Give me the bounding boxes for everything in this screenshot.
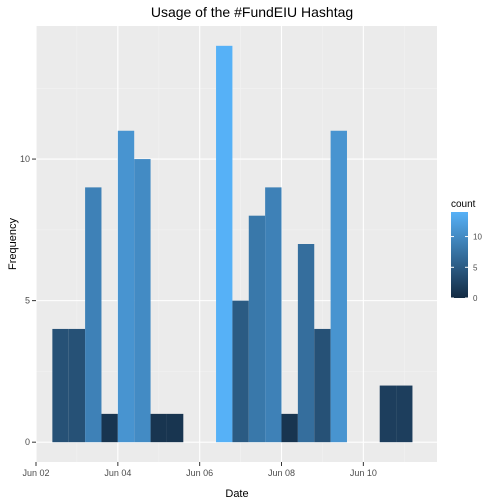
legend-color-bar bbox=[451, 212, 468, 298]
legend: count 0 5 10 bbox=[451, 199, 482, 303]
histogram-bar bbox=[52, 328, 69, 443]
legend-tick-label: 10 bbox=[473, 233, 482, 242]
chart-title: Usage of the #FundEIU Hashtag bbox=[151, 4, 353, 20]
x-tick-label: Jun 10 bbox=[350, 468, 377, 478]
y-tick-label: 10 bbox=[20, 154, 30, 164]
histogram-bar bbox=[85, 187, 102, 443]
histogram-bar bbox=[150, 413, 167, 443]
histogram-bar bbox=[166, 413, 184, 443]
histogram-bar bbox=[134, 159, 151, 443]
y-axis-ticks: 0 5 10 bbox=[20, 154, 36, 447]
y-axis-title: Frequency bbox=[7, 218, 19, 270]
histogram-bar bbox=[117, 130, 135, 443]
histogram-bar bbox=[330, 130, 347, 443]
x-axis-ticks: Jun 02 Jun 04 Jun 06 Jun 08 Jun 10 bbox=[22, 462, 377, 478]
histogram-bar bbox=[248, 215, 266, 443]
legend-tick-label: 0 bbox=[473, 294, 478, 303]
y-tick-label: 5 bbox=[25, 296, 30, 306]
bars-group bbox=[52, 45, 413, 443]
histogram-bar bbox=[396, 385, 413, 443]
legend-ticks: 0 5 10 bbox=[451, 233, 482, 303]
x-tick-label: Jun 08 bbox=[268, 468, 295, 478]
histogram-bar bbox=[297, 244, 315, 443]
legend-tick-label: 5 bbox=[473, 263, 478, 272]
histogram-bar bbox=[265, 187, 282, 443]
histogram-bar bbox=[68, 328, 86, 443]
histogram-bar bbox=[232, 300, 249, 443]
histogram-bar bbox=[281, 413, 298, 443]
x-tick-label: Jun 04 bbox=[104, 468, 131, 478]
x-axis-title: Date bbox=[225, 488, 248, 500]
legend-title: count bbox=[451, 199, 476, 210]
histogram-bar bbox=[101, 413, 118, 443]
histogram-bar bbox=[379, 385, 397, 443]
x-tick-label: Jun 02 bbox=[22, 468, 49, 478]
histogram-bar bbox=[216, 45, 233, 443]
x-tick-label: Jun 06 bbox=[186, 468, 213, 478]
histogram-bar bbox=[314, 328, 331, 443]
y-tick-label: 0 bbox=[25, 437, 30, 447]
